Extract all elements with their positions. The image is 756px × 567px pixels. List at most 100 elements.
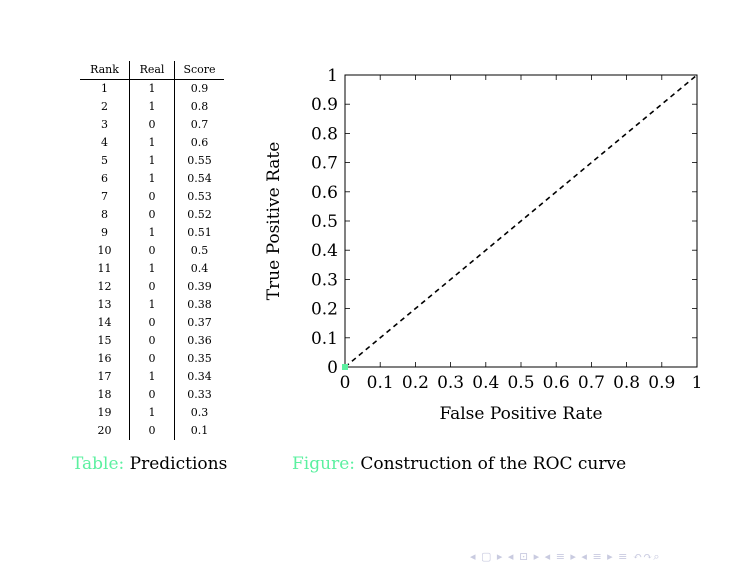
x-tick-label: 0.4 [472, 373, 499, 393]
header-score: Score [174, 61, 224, 80]
x-tick-label: 0.5 [507, 373, 534, 393]
table-caption-text: Predictions [129, 454, 228, 474]
cell-rank: 5 [80, 152, 130, 170]
x-axis-label: False Positive Rate [439, 404, 602, 424]
cell-rank: 18 [80, 386, 130, 404]
table-row: 11 1 0.4 [80, 260, 224, 278]
table-row: 15 0 0.36 [80, 332, 224, 350]
cell-rank: 11 [80, 260, 130, 278]
cell-rank: 14 [80, 314, 130, 332]
figure-caption-label: Figure: [292, 454, 355, 474]
y-tick-label: 0.7 [311, 154, 338, 174]
beamer-navigation-bar[interactable]: ◂ ▢ ▸ ◂ ⊡ ▸ ◂ ≡ ▸ ◂ ≡ ▸ ≡ ↶↷⌕ [470, 550, 661, 563]
cell-rank: 16 [80, 350, 130, 368]
cell-rank: 15 [80, 332, 130, 350]
cell-score: 0.6 [190, 136, 209, 149]
cell-rank: 17 [80, 368, 130, 386]
predictions-table-wrap: Rank Real Score 1 1 0.9 2 1 0.8 3 0 0.7 4 1 0.6 5 1 0.… [80, 61, 224, 440]
cell-real: 0 [129, 350, 175, 368]
y-tick-label: 0 [327, 358, 338, 378]
table-row: 19 1 0.3 [80, 404, 224, 422]
cell-rank: 3 [80, 116, 130, 134]
cell-real: 1 [129, 79, 175, 98]
cell-score: 0.35 [187, 352, 212, 365]
x-tick-label: 0.1 [367, 373, 394, 393]
y-tick-label: 0.3 [311, 270, 338, 290]
table-caption: Table: Predictions [72, 454, 227, 474]
y-tick-label: 0.8 [311, 124, 338, 144]
cell-real: 1 [129, 98, 175, 116]
cell-rank: 19 [80, 404, 130, 422]
cell-real: 1 [129, 296, 175, 314]
cell-score: 0.55 [187, 154, 212, 167]
table-row: 17 1 0.34 [80, 368, 224, 386]
cell-score: 0.54 [187, 172, 212, 185]
y-tick-label: 0.2 [311, 300, 338, 320]
table-row: 4 1 0.6 [80, 134, 224, 152]
cell-score: 0.4 [190, 262, 209, 275]
roc-diagonal-line [344, 74, 698, 368]
x-tick-label: 0.7 [578, 373, 605, 393]
cell-rank: 4 [80, 134, 130, 152]
x-tick-label: 0.9 [648, 373, 675, 393]
cell-real: 0 [129, 116, 175, 134]
figure-caption: Figure: Construction of the ROC curve [292, 454, 626, 474]
figure-caption-text: Construction of the ROC curve [360, 454, 627, 474]
cell-score: 0.34 [187, 370, 212, 383]
table-row: 18 0 0.33 [80, 386, 224, 404]
cell-real: 0 [129, 188, 175, 206]
x-tick-label: 0.8 [613, 373, 640, 393]
cell-real: 1 [129, 152, 175, 170]
cell-rank: 1 [80, 79, 130, 98]
x-tick-label: 0.2 [402, 373, 429, 393]
cell-real: 1 [129, 368, 175, 386]
table-row: 7 0 0.53 [80, 188, 224, 206]
cell-rank: 6 [80, 170, 130, 188]
x-tick-label: 0.3 [437, 373, 464, 393]
cell-real: 1 [129, 134, 175, 152]
cell-score: 0.39 [187, 280, 212, 293]
y-tick-label: 0.5 [311, 212, 338, 232]
cell-score: 0.38 [187, 298, 212, 311]
cell-rank: 2 [80, 98, 130, 116]
x-tick-label: 1 [692, 373, 703, 393]
table-row: 8 0 0.52 [80, 206, 224, 224]
cell-rank: 20 [80, 422, 130, 440]
table-row: 1 1 0.9 [80, 79, 224, 98]
cell-real: 1 [129, 404, 175, 422]
table-caption-label: Table: [72, 454, 125, 474]
cell-real: 0 [129, 386, 175, 404]
cell-score: 0.9 [190, 82, 209, 95]
predictions-table: Rank Real Score 1 1 0.9 2 1 0.8 3 0 0.7 4 1 0.6 5 1 0.… [80, 61, 224, 440]
table-row: 2 1 0.8 [80, 98, 224, 116]
table-row: 5 1 0.55 [80, 152, 224, 170]
cell-rank: 8 [80, 206, 130, 224]
cell-rank: 13 [80, 296, 130, 314]
table-row: 13 1 0.38 [80, 296, 224, 314]
header-rank: Rank [80, 61, 130, 80]
cell-score: 0.52 [187, 208, 212, 221]
y-tick-label: 0.9 [311, 95, 338, 115]
cell-rank: 12 [80, 278, 130, 296]
cell-score: 0.8 [190, 100, 209, 113]
cell-score: 0.36 [187, 334, 212, 347]
cell-score: 0.51 [187, 226, 212, 239]
table-row: 20 0 0.1 [80, 422, 224, 440]
cell-rank: 10 [80, 242, 130, 260]
table-row: 6 1 0.54 [80, 170, 224, 188]
table-row: 10 0 0.5 [80, 242, 224, 260]
cell-score: 0.5 [190, 244, 209, 257]
cell-real: 1 [129, 224, 175, 242]
cell-real: 0 [129, 206, 175, 224]
cell-real: 0 [129, 314, 175, 332]
table-row: 9 1 0.51 [80, 224, 224, 242]
y-tick-label: 0.6 [311, 183, 338, 203]
x-tick-label: 0 [340, 373, 351, 393]
cell-real: 0 [129, 242, 175, 260]
cell-score: 0.7 [190, 118, 209, 131]
cell-rank: 7 [80, 188, 130, 206]
roc-point [342, 364, 348, 370]
cell-real: 0 [129, 332, 175, 350]
cell-real: 0 [129, 278, 175, 296]
